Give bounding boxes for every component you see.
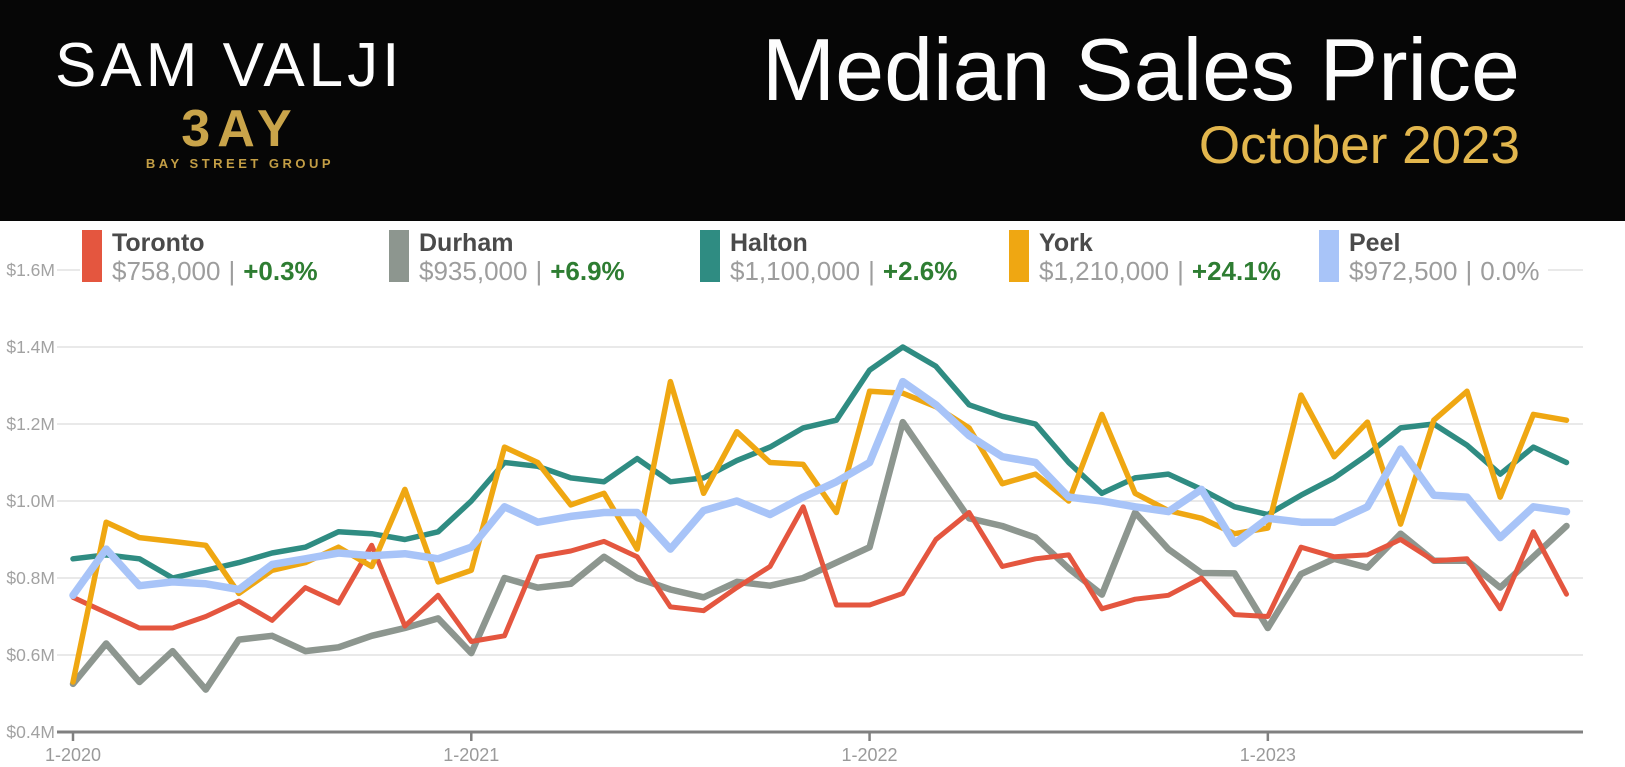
page-title: Median Sales Price [761,20,1520,119]
brand-block: SAM VALJI 3AY BAY STREET GROUP [55,30,425,171]
title-block: Median Sales Price October 2023 [762,22,1520,174]
line-halton [70,344,1570,581]
legend-value: $935,000 [419,256,528,286]
toronto-color-swatch [82,230,102,282]
line-durham [69,418,1570,693]
legend-change: 0.0% [1480,256,1540,286]
x-axis-label: 1-2022 [842,745,898,765]
legend-name: Durham [419,229,514,257]
x-axis-label: 1-2020 [45,745,101,765]
york-color-swatch [1009,230,1029,282]
y-axis-label: $0.6M [6,645,55,665]
y-axis-label: $0.4M [6,722,55,742]
legend-change: +0.3% [243,256,318,286]
bay-logo: 3AY [181,100,299,158]
legend-separator: | [535,256,543,286]
line-peel [69,377,1571,600]
x-axis-label: 1-2021 [443,745,499,765]
durham-color-swatch [389,230,409,282]
legend-separator: | [868,256,875,286]
legend-name: Halton [730,229,808,257]
report-month: October 2023 [1198,116,1520,175]
legend-value-row: $935,000 | +6.9% [419,256,625,286]
y-axis-label: $1.0M [6,491,55,511]
y-axis-label: $0.8M [6,568,55,588]
legend-name: York [1039,229,1093,257]
legend-value: $1,100,000 [730,256,861,286]
legend-change: +6.9% [550,256,625,286]
legend-value: $972,500 [1349,256,1458,286]
legend-separator: | [1465,256,1473,286]
header-banner: SAM VALJI 3AY BAY STREET GROUP Median Sa… [0,0,1625,221]
line-toronto [70,504,1569,644]
legend-item-york: York $1,210,000 | +24.1% [1009,230,1281,286]
y-axis-label: $1.6M [6,260,55,280]
legend-name: Toronto [112,229,205,257]
legend-value-row: $972,500 | 0.0% [1349,256,1539,286]
y-axis-label: $1.2M [6,414,55,434]
legend-item-halton: Halton $1,100,000 | +2.6% [700,230,957,286]
legend-item-toronto: Toronto $758,000 | +0.3% [82,230,318,286]
legend-item-peel: Peel $972,500 | 0.0% [1319,230,1539,286]
legend-value: $1,210,000 [1039,256,1170,286]
peel-color-swatch [1319,230,1339,282]
legend-separator: | [1177,256,1184,286]
halton-color-swatch [700,230,720,282]
legend-name: Peel [1349,229,1401,257]
agent-name: SAM VALJI [55,31,404,100]
legend-item-durham: Durham $935,000 | +6.9% [389,230,625,286]
legend-separator: | [228,256,236,286]
y-axis-label: $1.4M [6,337,55,357]
legend-value: $758,000 [112,256,221,286]
legend-change: +2.6% [882,256,958,286]
x-axis-label: 1-2023 [1240,745,1296,765]
bay-street-group-label: BAY STREET GROUP [145,156,335,171]
legend-value-row: $1,210,000 | +24.1% [1039,256,1281,286]
legend-change: +24.1% [1191,256,1281,286]
legend-value-row: $1,100,000 | +2.6% [730,256,957,286]
legend-value-row: $758,000 | +0.3% [112,256,318,286]
chart-legend: Toronto $758,000 | +0.3% Durham $935,000 | +… [80,224,1548,286]
